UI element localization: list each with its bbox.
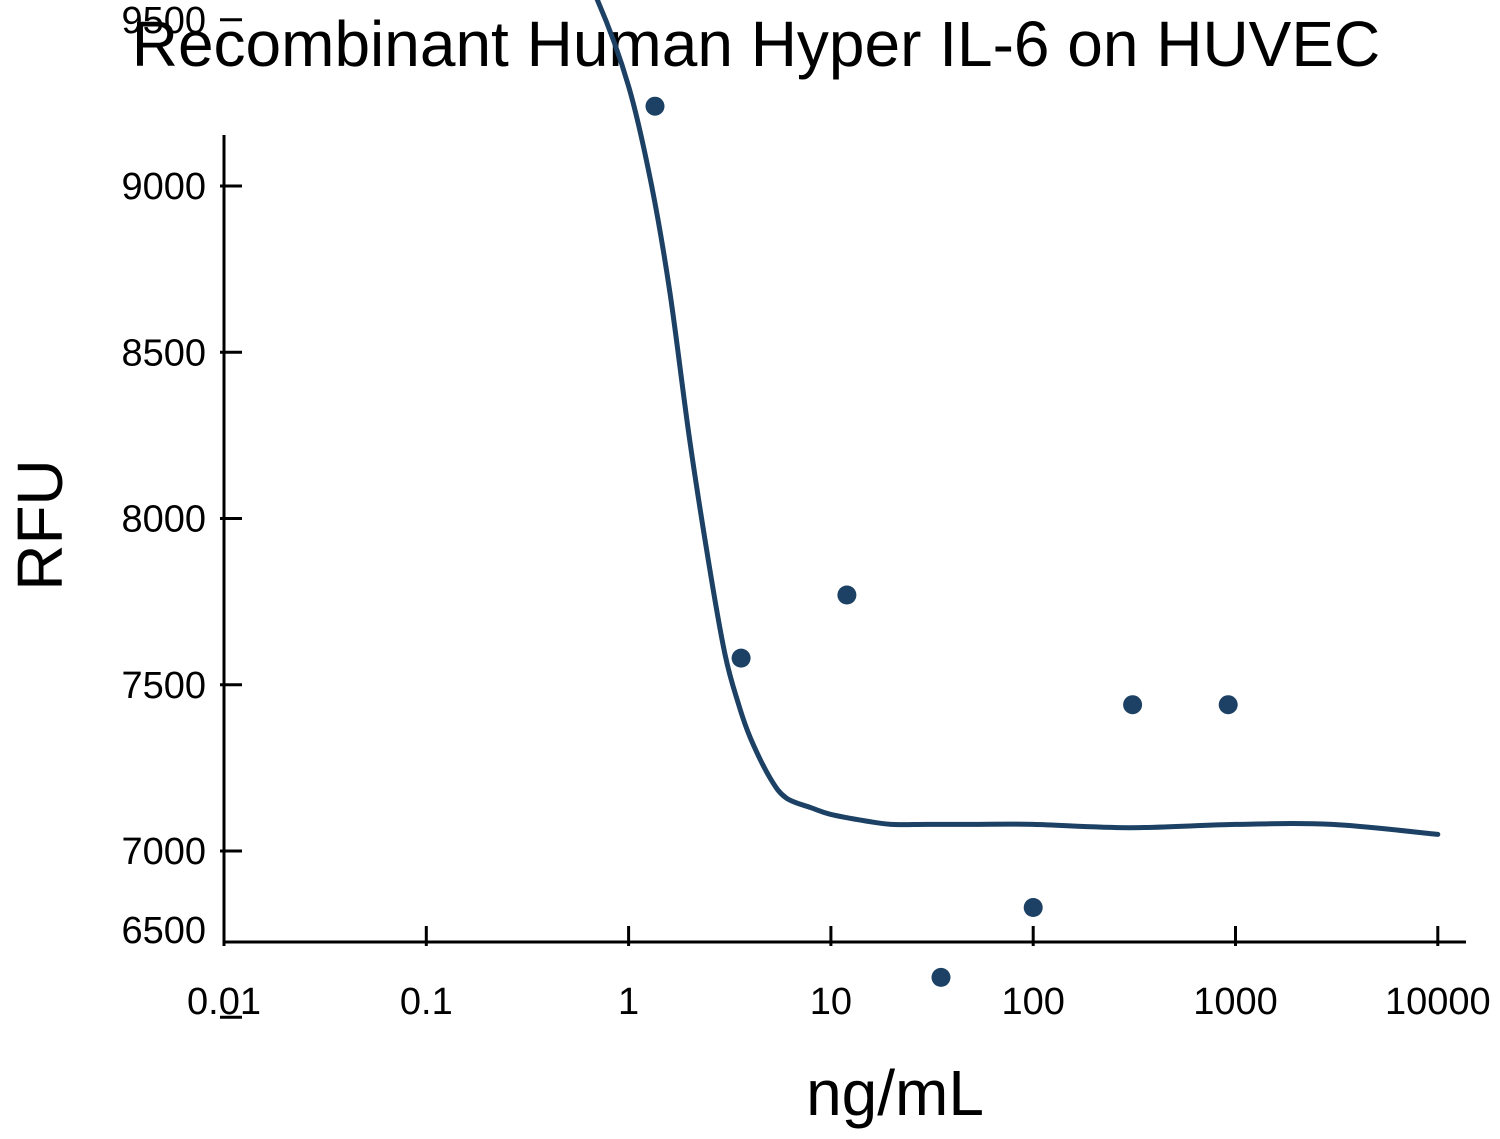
x-tick-label: 100 (1001, 981, 1064, 1023)
x-tick-label: 0.01 (187, 981, 261, 1023)
y-tick-label: 6500 (121, 910, 206, 952)
y-tick-label: 9500 (121, 0, 206, 42)
y-tick-label: 9000 (121, 166, 206, 208)
x-tick-label: 0.1 (400, 981, 453, 1023)
y-axis-label: RFU (4, 459, 76, 591)
y-axis-ticks: 1100010500100009500900085008000750070006… (121, 0, 242, 1019)
y-tick-label: 7500 (121, 665, 206, 707)
x-tick-label: 1000 (1193, 981, 1278, 1023)
y-tick-label: 7000 (121, 831, 206, 873)
data-point (1023, 898, 1043, 917)
data-point (645, 96, 665, 116)
y-tick-label: 8000 (121, 499, 206, 541)
y-tick-label: 8500 (121, 332, 206, 374)
data-point (731, 648, 751, 668)
data-point (1123, 695, 1143, 715)
chart-title: Recombinant Human Hyper IL-6 on HUVEC (132, 8, 1381, 80)
x-axis-label: ng/mL (806, 1057, 984, 1129)
x-tick-label: 1 (618, 981, 639, 1023)
x-axis-ticks: 0.01 0.1 1 10 100 1000 10000 (187, 926, 1491, 1023)
x-tick-label: 10 (810, 981, 852, 1023)
data-point (837, 585, 857, 605)
fit-curve (594, 0, 1441, 837)
data-point (931, 967, 951, 987)
x-tick-label: 10000 (1385, 981, 1491, 1023)
data-point (1218, 695, 1238, 715)
data-points (645, 96, 1238, 987)
